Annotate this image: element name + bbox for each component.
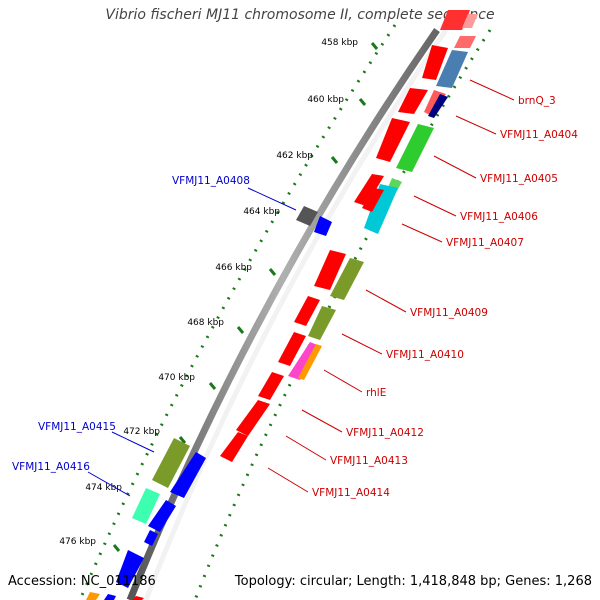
tick-label: 470 kbp: [158, 373, 195, 383]
tick-labels: 458 kbp 460 kbp 462 kbp 464 kbp 466 kbp 468 k…: [59, 38, 358, 547]
gene-label-leader-line: [301, 409, 343, 433]
gene-label-leader-line: [247, 187, 297, 211]
gene-label[interactable]: VFMJ11_A0412: [346, 427, 424, 439]
tick-label: 462 kbp: [276, 151, 313, 161]
gene-label-leader-line: [341, 333, 383, 355]
tick-mark: [370, 42, 379, 50]
gene-label[interactable]: VFMJ11_A0405: [480, 173, 558, 185]
gene-vfmj11-a0409[interactable]: [314, 250, 364, 300]
tick-label: 472 kbp: [123, 427, 160, 437]
topology-summary: Topology: circular; Length: 1,418,848 bp…: [234, 574, 592, 589]
gene-label[interactable]: VFMJ11_A0408: [172, 175, 250, 187]
gene-label[interactable]: brnQ_3: [518, 95, 556, 107]
gene-label[interactable]: VFMJ11_A0413: [330, 455, 408, 467]
gene-vfmj11-a0404[interactable]: [398, 88, 448, 118]
gene-vfmj11-a0405[interactable]: [376, 118, 434, 172]
gene-label-leader-line: [433, 155, 477, 179]
gene-label-leader-line: [469, 79, 515, 101]
backbone-highlight: [143, 28, 449, 600]
gene-vfmj11-a0416[interactable]: [132, 488, 176, 546]
tick-label: 474 kbp: [85, 483, 122, 493]
gene-label[interactable]: rhlE: [366, 387, 386, 399]
tick-mark: [358, 98, 367, 106]
tick-label: 464 kbp: [243, 207, 280, 217]
gene-top-clipped[interactable]: [440, 10, 478, 48]
accession-text: Accession: NC_011186: [8, 574, 156, 589]
tick-mark: [330, 156, 339, 164]
gene-features[interactable]: [86, 10, 478, 600]
gene-label-leader-line: [111, 431, 155, 453]
gene-labels[interactable]: brnQ_3 VFMJ11_A0404 VFMJ11_A0405 VFMJ11_A04…: [12, 79, 578, 499]
gene-label-leader-line: [285, 435, 327, 461]
gene-brnq-3[interactable]: [422, 45, 468, 88]
gene-bottom-clipped[interactable]: [86, 550, 144, 600]
gene-label-leader-line: [455, 115, 497, 135]
gene-vfmj11-a0410[interactable]: [294, 296, 336, 340]
gene-label[interactable]: VFMJ11_A0404: [500, 129, 578, 141]
gene-label[interactable]: VFMJ11_A0407: [446, 237, 524, 249]
tick-label: 476 kbp: [59, 537, 96, 547]
tick-mark: [178, 436, 187, 444]
gene-rhle[interactable]: [278, 332, 322, 380]
gene-vfmj11-a0412[interactable]: [258, 372, 284, 400]
tick-label: 460 kbp: [307, 95, 344, 105]
tick-mark: [268, 268, 277, 276]
gene-label[interactable]: VFMJ11_A0415: [38, 421, 116, 433]
gene-label-leader-line: [365, 289, 407, 313]
gene-label-leader-line: [267, 467, 309, 493]
gene-label-leader-line: [401, 223, 443, 243]
gene-label-leader-line: [413, 195, 457, 217]
gene-vfmj11-a0407[interactable]: [362, 184, 398, 234]
gene-vfmj11-a0415[interactable]: [152, 438, 206, 498]
gene-label[interactable]: VFMJ11_A0409: [410, 307, 488, 319]
tick-mark: [112, 544, 121, 552]
gene-label[interactable]: VFMJ11_A0414: [312, 487, 390, 499]
gene-vfmj11-a0414[interactable]: [220, 432, 248, 462]
tick-ring-inner: [78, 24, 397, 600]
map-title: Vibrio fischeri MJ11 chromosome II, comp…: [105, 7, 495, 23]
gene-label-leader-line: [87, 471, 131, 497]
gene-label[interactable]: VFMJ11_A0416: [12, 461, 90, 473]
gene-vfmj11-a0408[interactable]: [296, 206, 332, 236]
tick-label: 468 kbp: [187, 318, 224, 328]
gene-label[interactable]: VFMJ11_A0406: [460, 211, 538, 223]
gene-label-leader-line: [323, 369, 363, 393]
tick-mark: [208, 382, 217, 390]
tick-label: 466 kbp: [215, 263, 252, 273]
gene-label[interactable]: VFMJ11_A0410: [386, 349, 464, 361]
gene-vfmj11-a0413[interactable]: [236, 400, 270, 436]
tick-label: 458 kbp: [321, 38, 358, 48]
tick-mark: [236, 326, 245, 334]
